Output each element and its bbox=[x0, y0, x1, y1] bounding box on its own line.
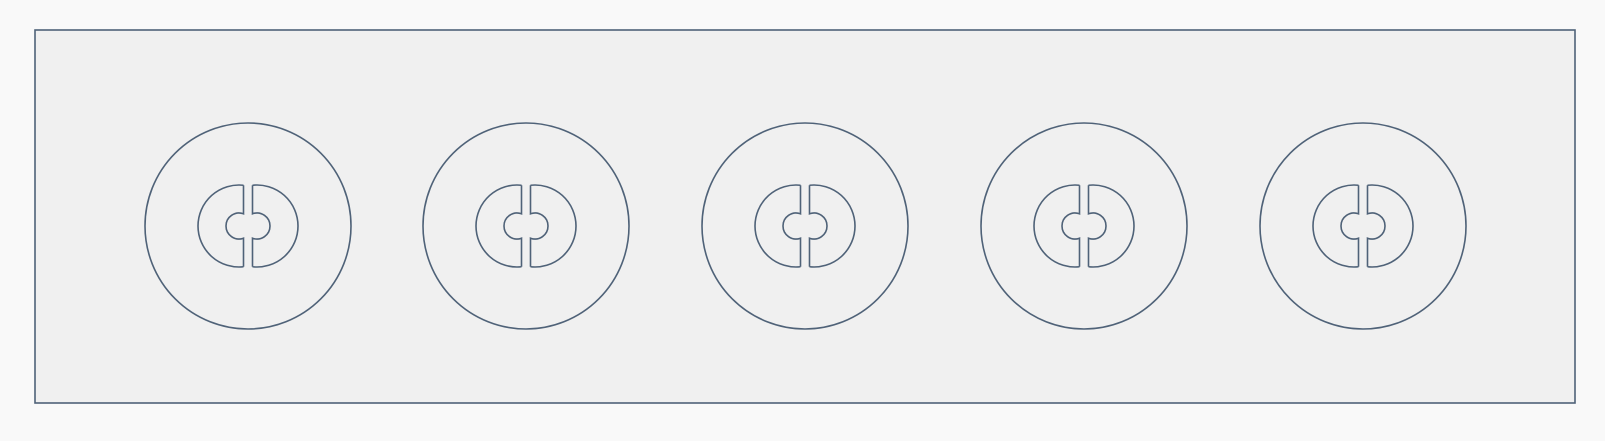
outer-circle bbox=[144, 122, 352, 330]
outer-circle bbox=[701, 122, 909, 330]
mounting-hole bbox=[1259, 122, 1467, 330]
mounting-hole bbox=[422, 122, 630, 330]
panel-outline bbox=[34, 29, 1576, 404]
outer-circle bbox=[422, 122, 630, 330]
mounting-hole bbox=[980, 122, 1188, 330]
inner-circle bbox=[197, 184, 299, 268]
outer-circle bbox=[1259, 122, 1467, 330]
keyhole-slot bbox=[782, 185, 828, 267]
keyhole-slot bbox=[1340, 185, 1386, 267]
outer-circle bbox=[980, 122, 1188, 330]
mounting-hole-group bbox=[144, 122, 1467, 330]
mounting-hole bbox=[144, 122, 352, 330]
inner-circle bbox=[475, 184, 577, 268]
keyhole-slot bbox=[225, 185, 271, 267]
inner-circle bbox=[754, 184, 856, 268]
keyhole-slot bbox=[503, 185, 549, 267]
mounting-hole bbox=[701, 122, 909, 330]
keyhole-slot bbox=[1061, 185, 1107, 267]
inner-circle bbox=[1312, 184, 1414, 268]
inner-circle bbox=[1033, 184, 1135, 268]
